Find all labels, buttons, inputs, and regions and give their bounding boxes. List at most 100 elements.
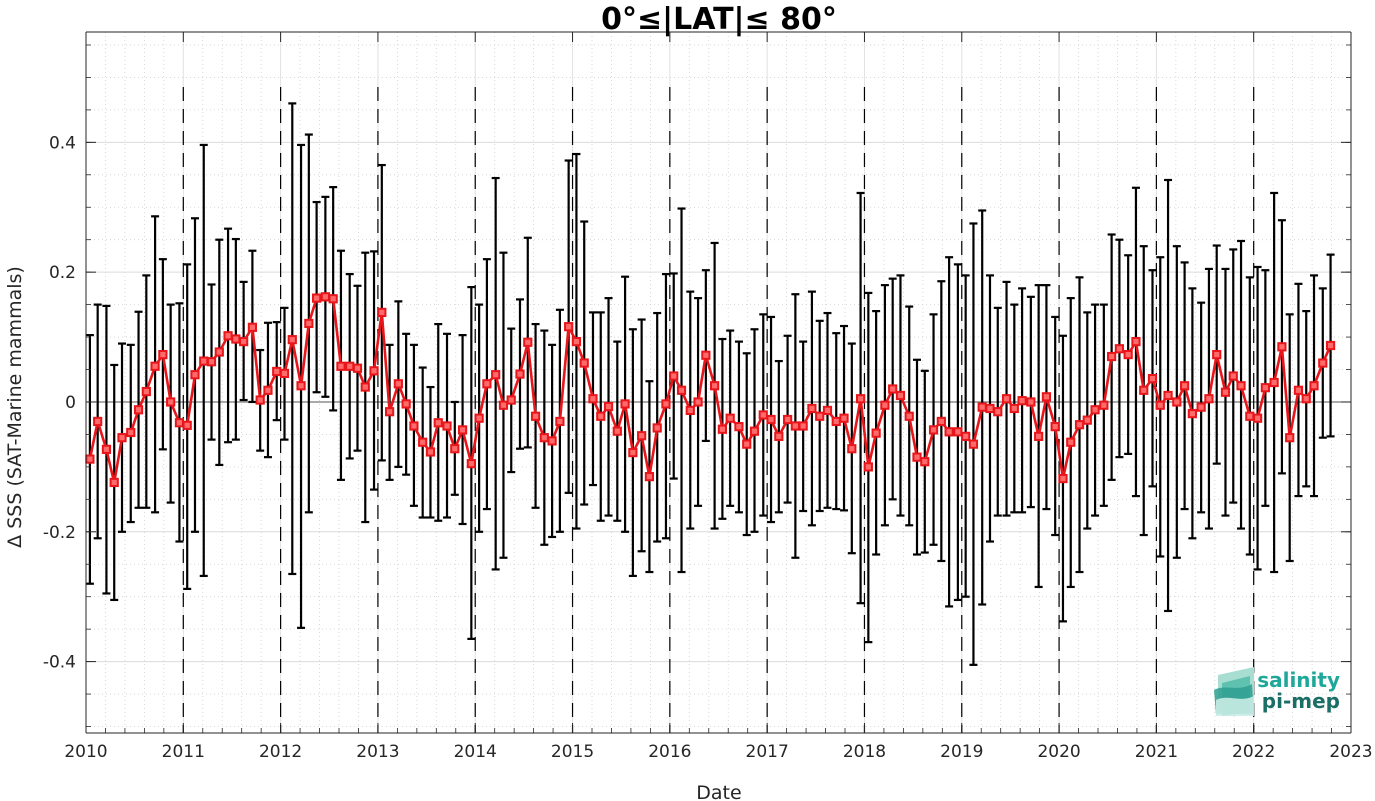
data-point <box>936 416 946 427</box>
data-point <box>328 294 338 304</box>
data-point <box>1074 420 1085 430</box>
chart-title: 0°≤|LAT|≤ 80° <box>601 2 837 37</box>
data-point <box>1041 392 1052 402</box>
data-point <box>1034 431 1044 441</box>
data-point <box>993 407 1003 417</box>
data-point <box>530 411 541 421</box>
data-point <box>255 395 265 405</box>
data-point <box>206 357 217 367</box>
data-point <box>742 439 752 449</box>
salinity-pi-mep-logo: salinity pi-mep <box>1214 667 1340 716</box>
data-point <box>1285 433 1295 443</box>
y-axis-title: Δ SSS (SAT-Marine mammals) <box>4 266 26 548</box>
data-point <box>612 426 622 436</box>
data-point <box>863 462 873 472</box>
y-tick-label: 0 <box>65 393 76 413</box>
data-point <box>401 399 411 409</box>
data-point <box>701 350 711 360</box>
data-point <box>1220 387 1231 397</box>
data-point <box>758 410 768 420</box>
data-point <box>1066 437 1076 447</box>
data-point <box>961 431 971 441</box>
data-point <box>847 444 857 454</box>
data-point <box>676 385 687 395</box>
data-point <box>223 331 233 341</box>
data-point <box>588 394 598 404</box>
labels-layer: 2010 2011 2012 2013 2014 2015 2016 2017 2018 2019… <box>43 133 1373 762</box>
data-point <box>1269 377 1279 388</box>
data-point <box>644 472 655 482</box>
data-point <box>1301 394 1311 404</box>
data-point <box>133 405 144 415</box>
data-point <box>1245 411 1255 421</box>
data-point <box>685 405 695 416</box>
data-point <box>652 423 662 433</box>
data-point <box>1204 394 1214 404</box>
y-tick-label: 0.4 <box>49 133 76 153</box>
x-tick-label: 2015 <box>551 742 594 762</box>
x-tick-label: 2019 <box>940 742 983 762</box>
x-tick-label: 2023 <box>1329 742 1372 762</box>
data-point <box>377 307 387 317</box>
data-point <box>1163 390 1173 401</box>
data-point <box>320 292 330 302</box>
data-point <box>1090 405 1100 415</box>
data-point <box>247 322 257 332</box>
x-tick-label: 2014 <box>454 742 497 762</box>
data-point <box>1155 400 1165 410</box>
data-point <box>693 397 703 407</box>
x-tick-label: 2016 <box>648 742 691 762</box>
data-point <box>725 413 735 423</box>
data-point <box>523 337 533 347</box>
data-point <box>1277 342 1287 352</box>
data-point <box>101 444 112 454</box>
data-point <box>182 420 192 430</box>
x-tick-label: 2010 <box>64 742 107 762</box>
data-point <box>385 407 395 417</box>
data-point <box>855 394 866 404</box>
data-point <box>579 358 589 368</box>
data-point <box>669 371 679 381</box>
year-lines-layer <box>182 87 1255 733</box>
data-point <box>555 416 565 427</box>
data-point <box>620 399 630 409</box>
data-point <box>710 381 720 391</box>
x-tick-label: 2020 <box>1037 742 1080 762</box>
logo-text-pi-mep: pi-mep <box>1262 689 1340 713</box>
data-point <box>1107 351 1117 362</box>
data-point <box>1009 403 1019 414</box>
x-tick-label: 2017 <box>746 742 789 762</box>
data-point <box>1131 337 1141 347</box>
data-point <box>1309 381 1319 391</box>
axes-layer <box>85 31 1352 734</box>
data-point <box>304 318 314 329</box>
data-point <box>637 431 647 441</box>
data-point <box>1196 402 1206 412</box>
data-point <box>539 433 549 443</box>
data-point <box>1325 340 1336 351</box>
data-point <box>466 459 476 469</box>
data-point <box>231 334 241 344</box>
x-axis-title: Date <box>696 782 741 801</box>
data-point <box>749 426 760 436</box>
data-point <box>628 448 638 458</box>
data-point <box>141 386 151 397</box>
data-point <box>1050 422 1060 432</box>
data-point <box>547 436 557 446</box>
data-point <box>1099 400 1109 410</box>
data-point <box>564 322 574 332</box>
data-point <box>287 335 297 345</box>
data-point <box>766 414 776 425</box>
data-point <box>369 366 379 376</box>
data-point <box>1293 385 1304 395</box>
data-point <box>1318 358 1328 368</box>
data-point <box>798 421 808 431</box>
data-point <box>1026 397 1036 407</box>
data-point <box>968 439 979 449</box>
data-point <box>782 414 793 425</box>
data-point <box>482 379 492 389</box>
data-point <box>450 444 460 454</box>
data-point <box>409 421 419 431</box>
data-point <box>1058 473 1068 484</box>
